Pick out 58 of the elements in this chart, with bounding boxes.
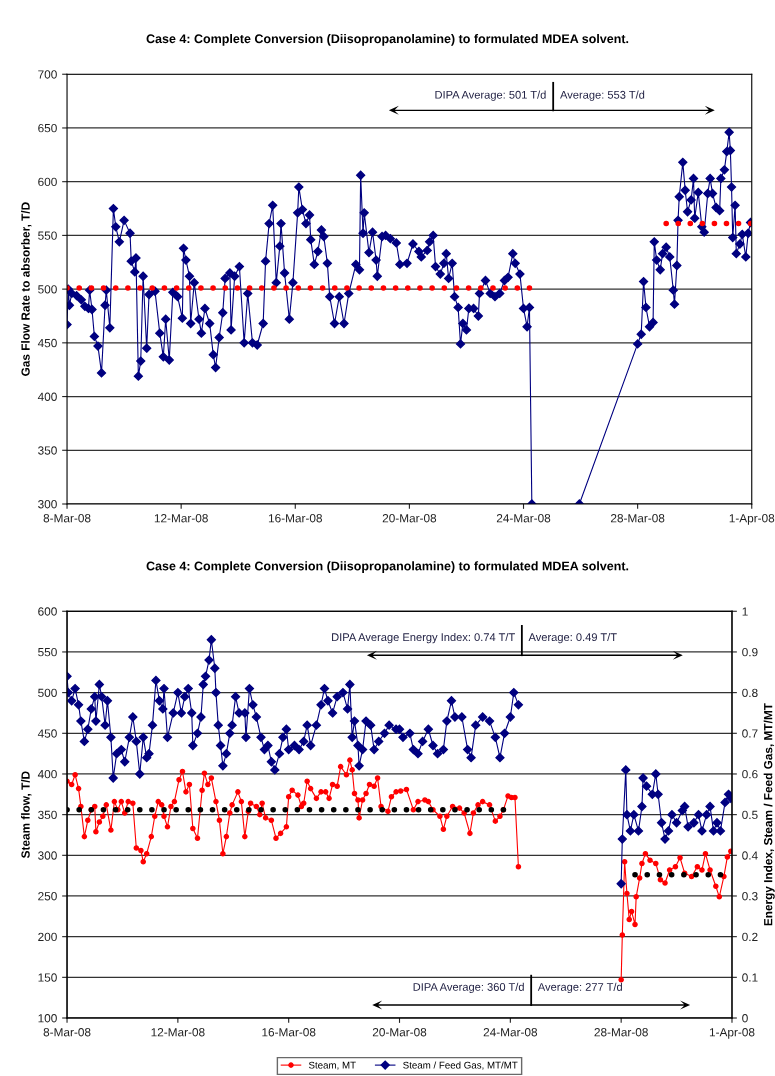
annotation: Average: 0.49 T/T	[528, 632, 617, 644]
y-tick-label: 400	[37, 392, 57, 401]
x-tick-label: 12-Mar-08	[151, 1028, 205, 1037]
y2-axis-title: Energy Index, Steam / Feed Gas, MT/MT	[763, 703, 775, 926]
y-tick-label: 700	[38, 70, 57, 79]
x-tick-label: 24-Mar-08	[496, 514, 551, 523]
chart-title: Case 4: Complete Conversion (Diisopropanolamine) to formulated MDEA solvent.	[146, 33, 629, 46]
x-tick-label: 16-Mar-08	[268, 514, 322, 523]
x-tick-label: 1-Apr-08	[709, 1028, 755, 1039]
y-tick-label: 600	[38, 607, 57, 616]
y-axis-title: Steam flow, T/D	[21, 771, 32, 859]
y-tick-label: 200	[38, 932, 57, 942]
y-tick-label: 550	[38, 647, 57, 657]
annotation: DIPA Average: 501 T/d	[435, 90, 546, 101]
annotation: Average: 277 T/d	[537, 982, 622, 994]
annotation: Average: 553 T/d	[560, 90, 645, 101]
y2-tick-label: 0.3	[742, 892, 758, 901]
x-tick-label: 20-Mar-08	[372, 1028, 427, 1037]
y2-tick-label: 0.7	[742, 729, 758, 738]
legend-label: Steam / Feed Gas, MT/MT	[403, 1061, 518, 1070]
y2-tick-label: 0.9	[742, 647, 758, 657]
y2-tick-label: 0.8	[742, 688, 758, 698]
y-tick-label: 550	[38, 231, 57, 240]
y-tick-label: 300	[38, 500, 57, 509]
x-tick-label: 28-Mar-08	[611, 514, 665, 523]
y-tick-label: 350	[38, 810, 57, 820]
y2-tick-label: 0.1	[742, 973, 758, 982]
y2-tick-label: 0.4	[742, 851, 758, 860]
x-tick-label: 24-Mar-08	[483, 1028, 538, 1037]
y2-tick-label: 1	[742, 607, 748, 616]
y-tick-label: 300	[38, 851, 57, 860]
y-tick-label: 150	[38, 973, 57, 982]
x-tick-label: 8-Mar-08	[43, 514, 91, 523]
x-tick-label: 12-Mar-08	[154, 514, 208, 523]
y-axis-title: Gas Flow Rate to absorber, T/D	[21, 202, 32, 376]
y-tick-label: 350	[38, 446, 57, 455]
x-tick-label: 16-Mar-08	[262, 1028, 316, 1037]
y-tick-label: 450	[37, 729, 57, 738]
legend-label: Steam, MT	[308, 1061, 356, 1070]
y2-tick-label: 0.5	[742, 810, 758, 820]
y-tick-label: 500	[38, 688, 57, 698]
chart-title: Case 4: Complete Conversion (Diisopropanolamine) to formulated MDEA solvent.	[146, 561, 629, 573]
x-tick-label: 8-Mar-08	[43, 1028, 91, 1037]
y-tick-label: 250	[38, 892, 57, 901]
y-tick-label: 400	[37, 770, 57, 779]
y-tick-label: 100	[38, 1014, 57, 1023]
annotation: DIPA Average Energy Index: 0.74 T/T	[332, 632, 515, 644]
x-tick-label: 1-Apr-08	[729, 514, 775, 525]
y2-tick-label: 0.6	[742, 770, 758, 779]
x-tick-label: 28-Mar-08	[594, 1028, 648, 1037]
y-tick-label: 650	[38, 124, 57, 133]
x-tick-label: 20-Mar-08	[382, 514, 437, 523]
annotation: DIPA Average: 360 T/d	[413, 982, 524, 994]
y2-tick-label: 0	[742, 1014, 748, 1023]
y-tick-label: 500	[38, 285, 57, 294]
y-tick-label: 600	[38, 177, 57, 187]
y-tick-label: 450	[37, 338, 57, 348]
y2-tick-label: 0.2	[742, 932, 758, 942]
